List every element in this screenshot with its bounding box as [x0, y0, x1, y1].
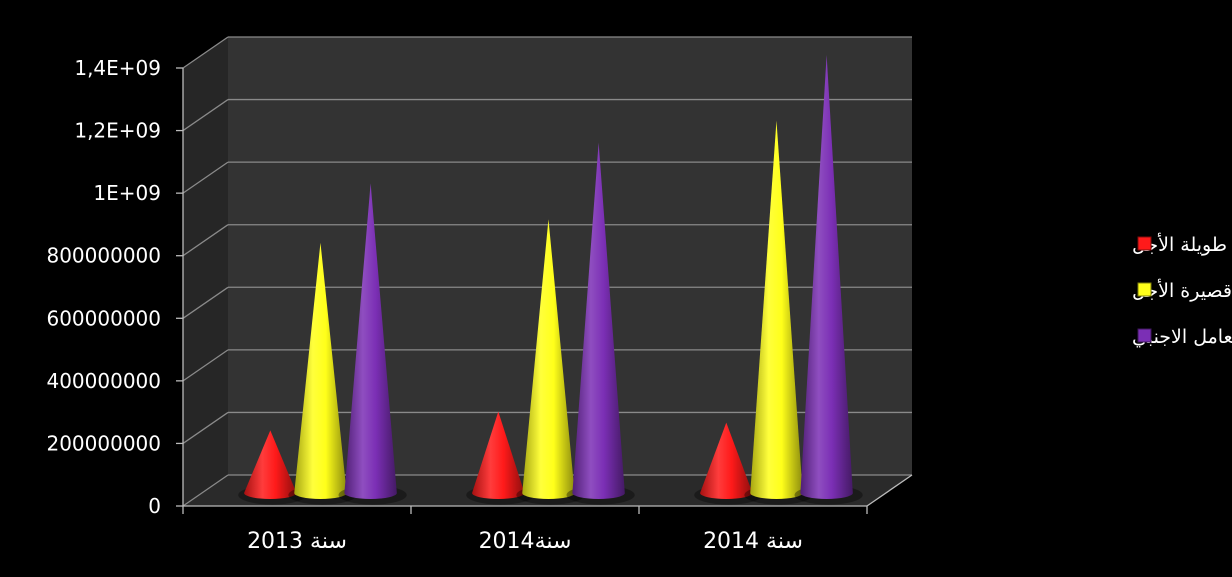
cone-1-0 [472, 411, 525, 500]
cone-0-0 [244, 430, 297, 499]
gridline-side [182, 411, 229, 444]
legend-label: ديون قصيرة الأجل [1132, 279, 1232, 302]
cone-2-0 [700, 422, 753, 500]
x-tick-label: سنة 2013 [247, 529, 347, 554]
legend-swatch [1137, 282, 1152, 297]
cone-1-1 [522, 219, 575, 500]
legend: ديون طويلة الأجلديون قصيرة الأجلرأس الما… [1132, 233, 1232, 348]
plot-area [238, 54, 863, 505]
legend-swatch [1137, 328, 1152, 343]
y-tick-label: 1,2E+09 [74, 119, 161, 143]
y-axis-ticks: 0 200000000 400000000 600000000 800000000 1E+… [46, 56, 161, 518]
cone-2-1 [750, 120, 803, 500]
y-tick-label: 1E+09 [93, 181, 161, 205]
cone-1-2 [572, 142, 625, 500]
gridline-side [182, 286, 229, 319]
back-wall [228, 37, 912, 475]
floor-edge [866, 474, 913, 507]
y-tick-label: 400000000 [46, 369, 161, 393]
side-wall [183, 37, 228, 506]
gridline-side [182, 161, 229, 194]
y-tick-label: 0 [148, 494, 161, 518]
gridline-side [182, 474, 229, 507]
gridline-side [182, 349, 229, 382]
gridline-side [182, 224, 229, 257]
y-tick-label: 1,4E+09 [74, 56, 161, 80]
gridline-side [182, 36, 229, 69]
y-tick-label: 800000000 [46, 244, 161, 268]
y-tick-label: 600000000 [46, 306, 161, 330]
legend-swatch [1137, 236, 1152, 251]
cone-0-2 [344, 183, 397, 500]
gridline-side [182, 99, 229, 132]
legend-label: ديون طويلة الأجل [1132, 233, 1232, 256]
axes [176, 67, 913, 514]
y-tick-label: 200000000 [46, 431, 161, 455]
cone-2-2 [800, 54, 853, 500]
cone-0-1 [294, 242, 347, 500]
x-axis-ticks: سنة 2013 سنة2014 سنة 2014 [247, 529, 803, 554]
x-tick-label: سنة 2014 [703, 529, 803, 554]
x-tick-label: سنة2014 [479, 529, 572, 554]
